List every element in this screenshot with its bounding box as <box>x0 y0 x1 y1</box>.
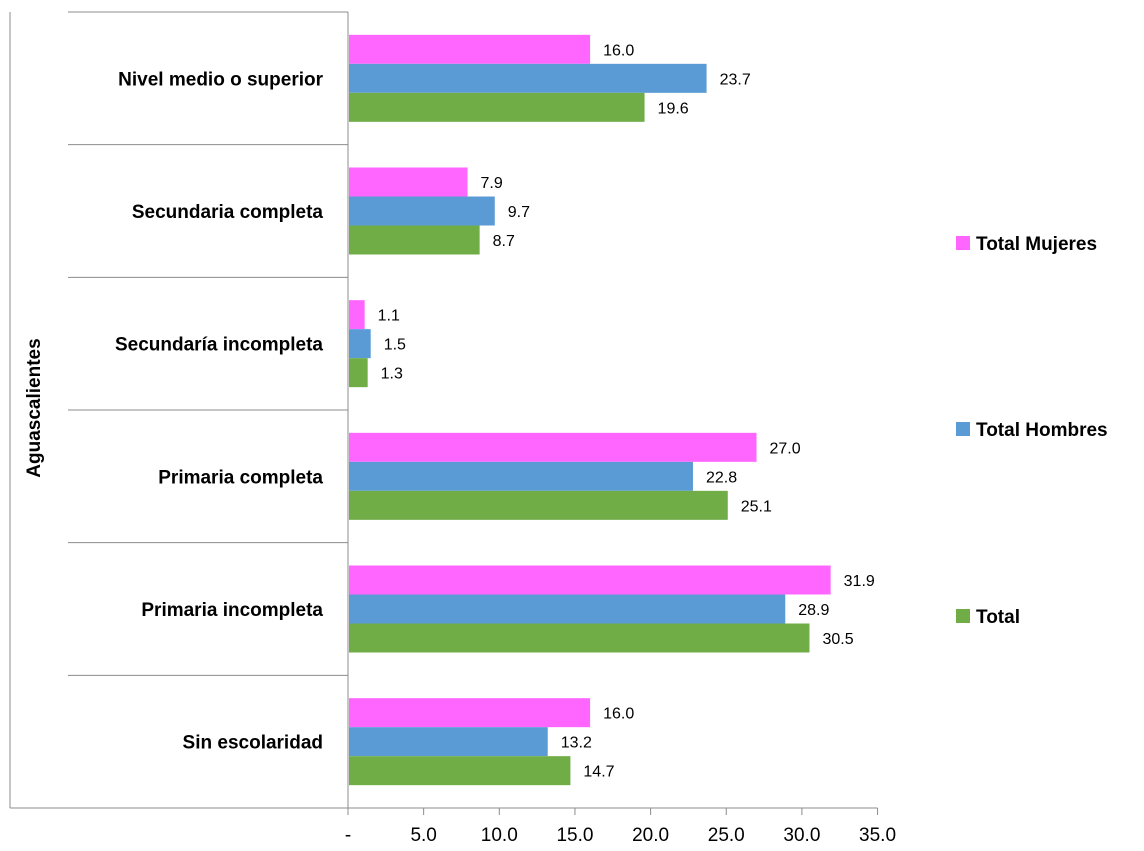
data-label: 7.9 <box>481 175 503 192</box>
data-label: 19.6 <box>658 100 689 117</box>
bar <box>349 594 786 624</box>
category-label: Primaria incompleta <box>141 600 323 621</box>
data-label: 1.1 <box>378 308 400 325</box>
bar <box>349 565 831 595</box>
x-tick-label: 25.0 <box>708 825 745 846</box>
bar <box>349 698 591 728</box>
legend-entry: Total <box>976 607 1020 628</box>
legend-swatch <box>956 422 970 436</box>
data-label: 25.1 <box>741 498 772 515</box>
bars <box>349 34 831 786</box>
x-tick-label: 15.0 <box>556 825 593 846</box>
category-label: Nivel medio o superior <box>118 69 323 90</box>
bar <box>349 623 810 653</box>
category-label: Sin escolaridad <box>183 733 323 754</box>
bar <box>349 92 645 122</box>
category-labels: Sin escolaridad Primaria incompleta Primar… <box>115 69 324 753</box>
bar <box>349 358 368 388</box>
legend-entry: Total Hombres <box>976 420 1108 441</box>
category-label: Secundaría incompleta <box>115 335 323 356</box>
data-label: 30.5 <box>822 631 853 648</box>
legend-swatch <box>956 236 970 250</box>
bar <box>349 300 365 330</box>
data-label: 1.5 <box>384 337 406 354</box>
group-label: Aguascalientes <box>24 338 45 477</box>
bar <box>349 34 591 64</box>
data-label: 27.0 <box>770 440 801 457</box>
data-label: 8.7 <box>493 233 515 250</box>
x-tick-label: 10.0 <box>481 825 518 846</box>
x-tick-label: 30.0 <box>783 825 820 846</box>
data-label: 16.0 <box>603 706 634 723</box>
x-tick-label: 20.0 <box>632 825 669 846</box>
data-label: 16.0 <box>603 42 634 59</box>
category-label: Secundaria completa <box>132 202 324 223</box>
legend-swatch <box>956 609 970 623</box>
bar <box>349 225 480 255</box>
bar <box>349 63 707 93</box>
data-label: 14.7 <box>583 764 614 781</box>
data-label: 13.2 <box>561 735 592 752</box>
data-label: 9.7 <box>508 204 530 221</box>
data-label: 23.7 <box>720 71 751 88</box>
x-tick-labels: - 5.0 10.0 15.0 20.0 25.0 30.0 35.0 <box>345 808 896 846</box>
bar <box>349 461 693 491</box>
data-label: 31.9 <box>844 573 875 590</box>
bar <box>349 490 728 520</box>
bar <box>349 329 371 359</box>
data-label: 22.8 <box>706 469 737 486</box>
data-label: 28.9 <box>798 602 829 619</box>
bar <box>349 727 548 757</box>
x-tick-label: 5.0 <box>410 825 436 846</box>
bar <box>349 432 757 462</box>
bar <box>349 167 468 197</box>
data-labels: 16.0 13.2 14.7 31.9 28.9 30.5 27.0 22.825.1 1.1 1… <box>378 42 875 780</box>
x-tick-label: 35.0 <box>859 825 896 846</box>
chart-axes <box>9 11 878 809</box>
category-label: Primaria completa <box>158 467 323 488</box>
legend: Total Mujeres Total Hombres Total <box>956 234 1108 628</box>
bar <box>349 756 571 786</box>
legend-entry: Total Mujeres <box>976 234 1097 255</box>
data-label: 1.3 <box>381 366 403 383</box>
x-tick-label: - <box>345 825 351 846</box>
bar <box>349 196 495 226</box>
